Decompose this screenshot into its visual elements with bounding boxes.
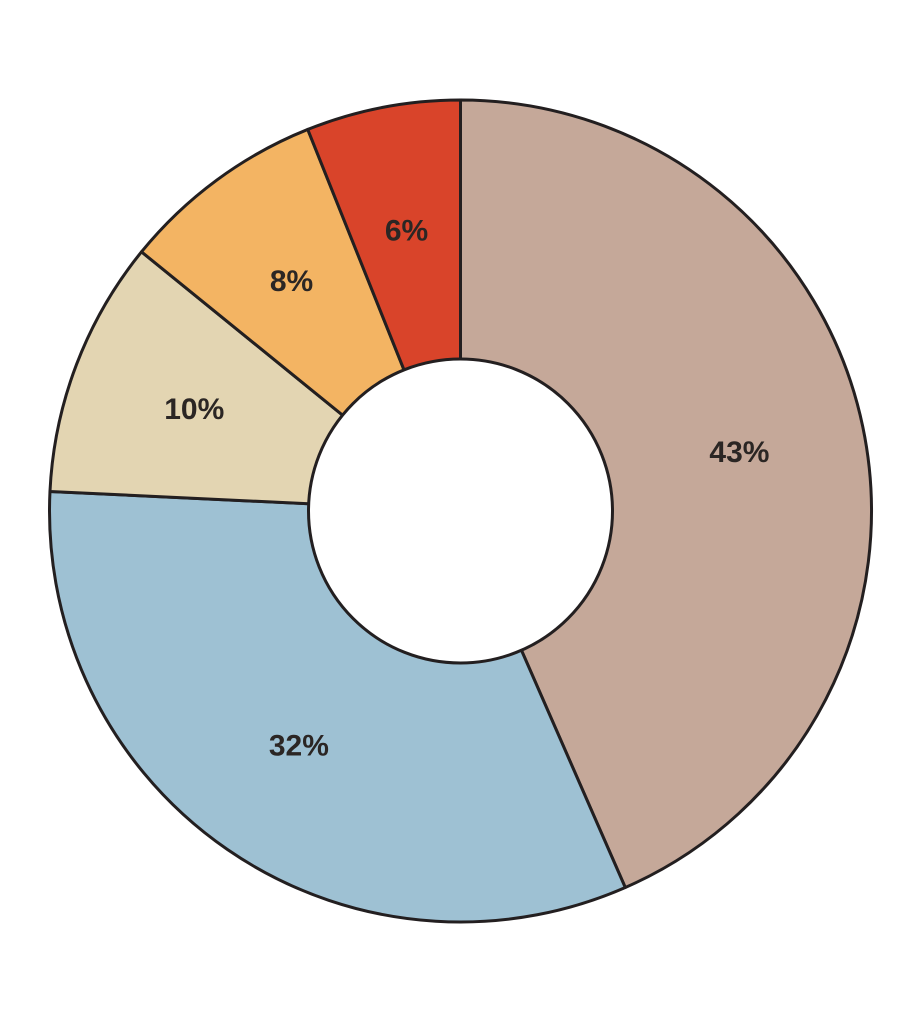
slice-label-4: 6% bbox=[385, 215, 428, 248]
donut-slice-0 bbox=[459, 98, 873, 890]
slice-label-1: 32% bbox=[269, 729, 329, 762]
slice-label-0: 43% bbox=[709, 436, 769, 469]
donut-hole bbox=[307, 357, 614, 665]
slice-label-3: 8% bbox=[270, 265, 313, 298]
slice-label-2: 10% bbox=[164, 393, 224, 426]
labels-layer: 43% 32% 10% 8% 6% bbox=[164, 215, 769, 763]
